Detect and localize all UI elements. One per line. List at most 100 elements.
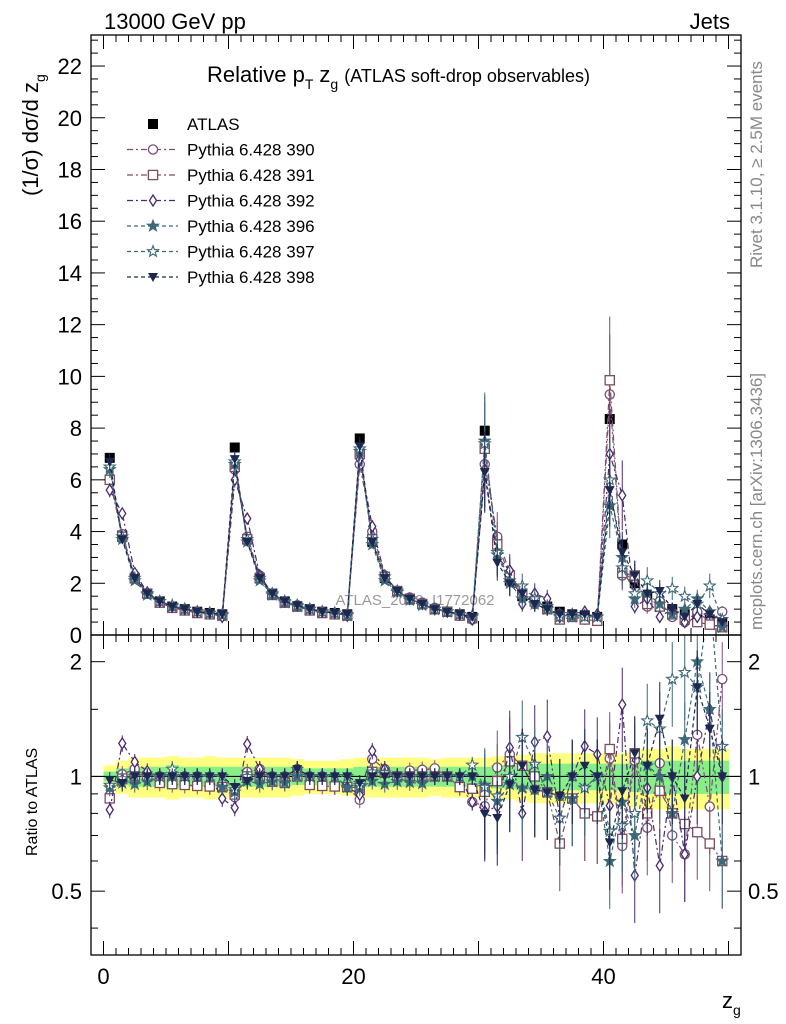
point-6-30	[479, 468, 490, 478]
ratio-point-6-6	[179, 772, 190, 782]
point-6-43	[642, 589, 653, 599]
point-5-48	[702, 578, 717, 592]
point-6-8	[204, 609, 215, 619]
point-6-25	[417, 599, 428, 609]
point-6-4	[154, 597, 165, 607]
ratio-point-6-19	[342, 772, 353, 782]
series-6	[104, 431, 728, 628]
point-5-43	[640, 573, 655, 587]
ratio-point-6-0	[104, 776, 115, 786]
ratio-point-4-46	[677, 732, 692, 746]
point-6-31	[492, 558, 503, 568]
ratio-point-4-19	[340, 779, 355, 794]
legend-marker-4	[145, 218, 161, 232]
mcplots-info: mcplots.cern.ch [arXiv:1306.3436]	[747, 373, 766, 630]
point-6-48	[704, 610, 715, 620]
y-tick-label-5: 10	[58, 364, 82, 389]
legend-label-1: Pythia 6.428 390	[187, 141, 315, 160]
x-tick-label-2: 40	[591, 964, 615, 989]
point-6-49	[717, 618, 728, 628]
point-6-5	[167, 602, 178, 612]
ratio-point-3-41	[617, 697, 627, 712]
ratio-point-5-46	[677, 664, 692, 679]
ratio-point-3-47	[692, 769, 702, 784]
ratio-point-6-20	[354, 779, 365, 789]
series-line-3	[109, 453, 723, 623]
ratio-point-6-10	[229, 783, 240, 793]
point-6-29	[467, 612, 478, 622]
ratio-point-6-2	[129, 772, 140, 782]
ratio-point-6-13	[267, 772, 278, 782]
ratio-point-5-45	[665, 671, 680, 686]
point-6-46	[679, 612, 690, 622]
ratio-point-6-12	[254, 772, 265, 782]
x-tick-label-1: 20	[341, 964, 365, 989]
point-6-16	[304, 605, 315, 615]
ratio-point-5-29	[465, 757, 480, 771]
ratio-point-6-16	[304, 772, 315, 782]
ratio-point-6-45	[667, 772, 678, 782]
point-6-7	[192, 607, 203, 617]
ratio-point-3-11	[242, 737, 252, 751]
point-6-42	[629, 571, 640, 581]
ratio-point-6-49	[717, 772, 728, 782]
series-line-2	[109, 380, 723, 628]
ratio-point-3-2	[130, 755, 140, 769]
point-6-41	[617, 548, 628, 558]
ratio-point-6-17	[317, 772, 328, 782]
point-6-39	[592, 612, 603, 622]
point-6-33	[517, 589, 528, 599]
point-6-35	[542, 605, 553, 615]
ratio-point-6-11	[242, 776, 253, 786]
ratio-point-6-9	[217, 772, 228, 782]
point-6-36	[554, 610, 565, 620]
point-3-0	[105, 483, 115, 497]
ratio-point-6-4	[154, 772, 165, 782]
ratio-point-6-32	[504, 780, 515, 790]
y-tick-label-6: 12	[58, 313, 82, 338]
ratio-tick-label-right-2: 2	[748, 650, 760, 675]
ratio-point-6-23	[392, 772, 403, 782]
ratio-point-6-24	[404, 772, 415, 782]
ratio-point-6-47	[692, 683, 703, 693]
ratio-point-6-26	[429, 772, 440, 782]
legend-marker-3	[148, 193, 158, 208]
point-6-37	[567, 610, 578, 620]
series-1	[104, 334, 728, 628]
point-6-9	[217, 610, 228, 620]
point-6-0	[104, 457, 115, 467]
y-tick-label-7: 14	[58, 261, 82, 286]
y-tick-label-11: 22	[58, 54, 82, 79]
ratio-point-6-30	[479, 809, 490, 819]
ratio-point-6-3	[142, 772, 153, 782]
legend-marker-1	[147, 144, 159, 155]
ratio-point-6-15	[292, 765, 303, 775]
y-tick-label-1: 2	[70, 571, 82, 596]
ratio-point-3-9	[217, 791, 227, 806]
x-axis-label: zg	[722, 988, 741, 1018]
ratio-point-6-46	[679, 794, 690, 804]
point-6-13	[267, 589, 278, 599]
point-3-44	[655, 610, 665, 624]
point-6-12	[254, 574, 265, 584]
point-0-10	[229, 442, 240, 453]
ratio-point-6-14	[279, 772, 290, 782]
ratio-point-6-33	[517, 761, 528, 771]
ratio-point-3-29	[467, 795, 477, 809]
point-6-11	[242, 537, 253, 547]
chart-title: Relative pT zg (ATLAS soft-drop observable…	[207, 62, 590, 92]
point-6-24	[404, 594, 415, 604]
point-5-45	[665, 581, 680, 595]
point-6-23	[392, 587, 403, 597]
y-axis-label-main: (1/σ) dσ/d zg	[18, 74, 48, 196]
ratio-point-6-5	[167, 772, 178, 782]
legend-entry-6: Pythia 6.428 398	[127, 268, 315, 287]
ratio-point-3-46	[680, 847, 690, 861]
legend-marker-6	[148, 273, 158, 282]
ratio-point-6-34	[529, 785, 540, 795]
series-5	[102, 395, 730, 626]
ratio-point-4-9	[215, 779, 230, 794]
ratio-point-3-10	[230, 801, 240, 815]
point-6-6	[179, 605, 190, 615]
